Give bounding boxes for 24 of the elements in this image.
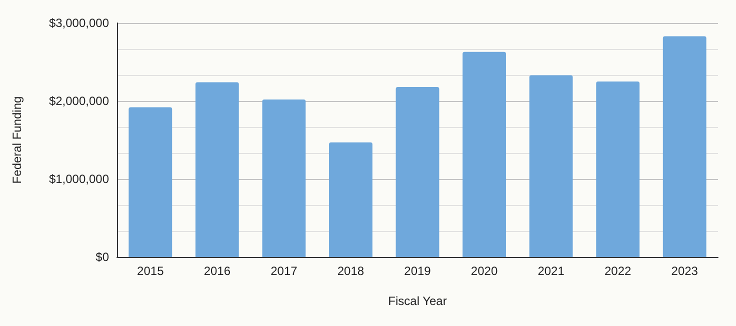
bar	[529, 75, 573, 257]
x-axis-title: Fiscal Year	[388, 294, 447, 308]
x-tick-label: 2018	[337, 264, 364, 278]
y-axis-title: Federal Funding	[10, 96, 24, 184]
bar	[195, 82, 239, 257]
bar	[262, 99, 306, 257]
x-tick-label: 2017	[270, 264, 298, 278]
bar	[596, 82, 640, 257]
bar	[396, 86, 440, 257]
y-tick-label: $3,000,000	[48, 16, 110, 30]
bar	[128, 107, 172, 257]
x-tick-label: 2022	[604, 264, 632, 278]
x-tick-label: 2019	[404, 264, 432, 278]
y-tick-label: $2,000,000	[48, 94, 110, 108]
x-tick-label: 2016	[204, 264, 231, 278]
bar	[662, 36, 706, 257]
x-tick-label: 2015	[137, 264, 164, 278]
y-tick-label: $1,000,000	[48, 172, 110, 186]
x-tick-label: 2020	[470, 264, 498, 278]
bar	[462, 52, 506, 257]
x-tick-label: 2023	[671, 264, 698, 278]
x-tick-label: 2021	[538, 264, 565, 278]
bar	[329, 142, 372, 257]
y-tick-label: $0	[96, 250, 110, 264]
